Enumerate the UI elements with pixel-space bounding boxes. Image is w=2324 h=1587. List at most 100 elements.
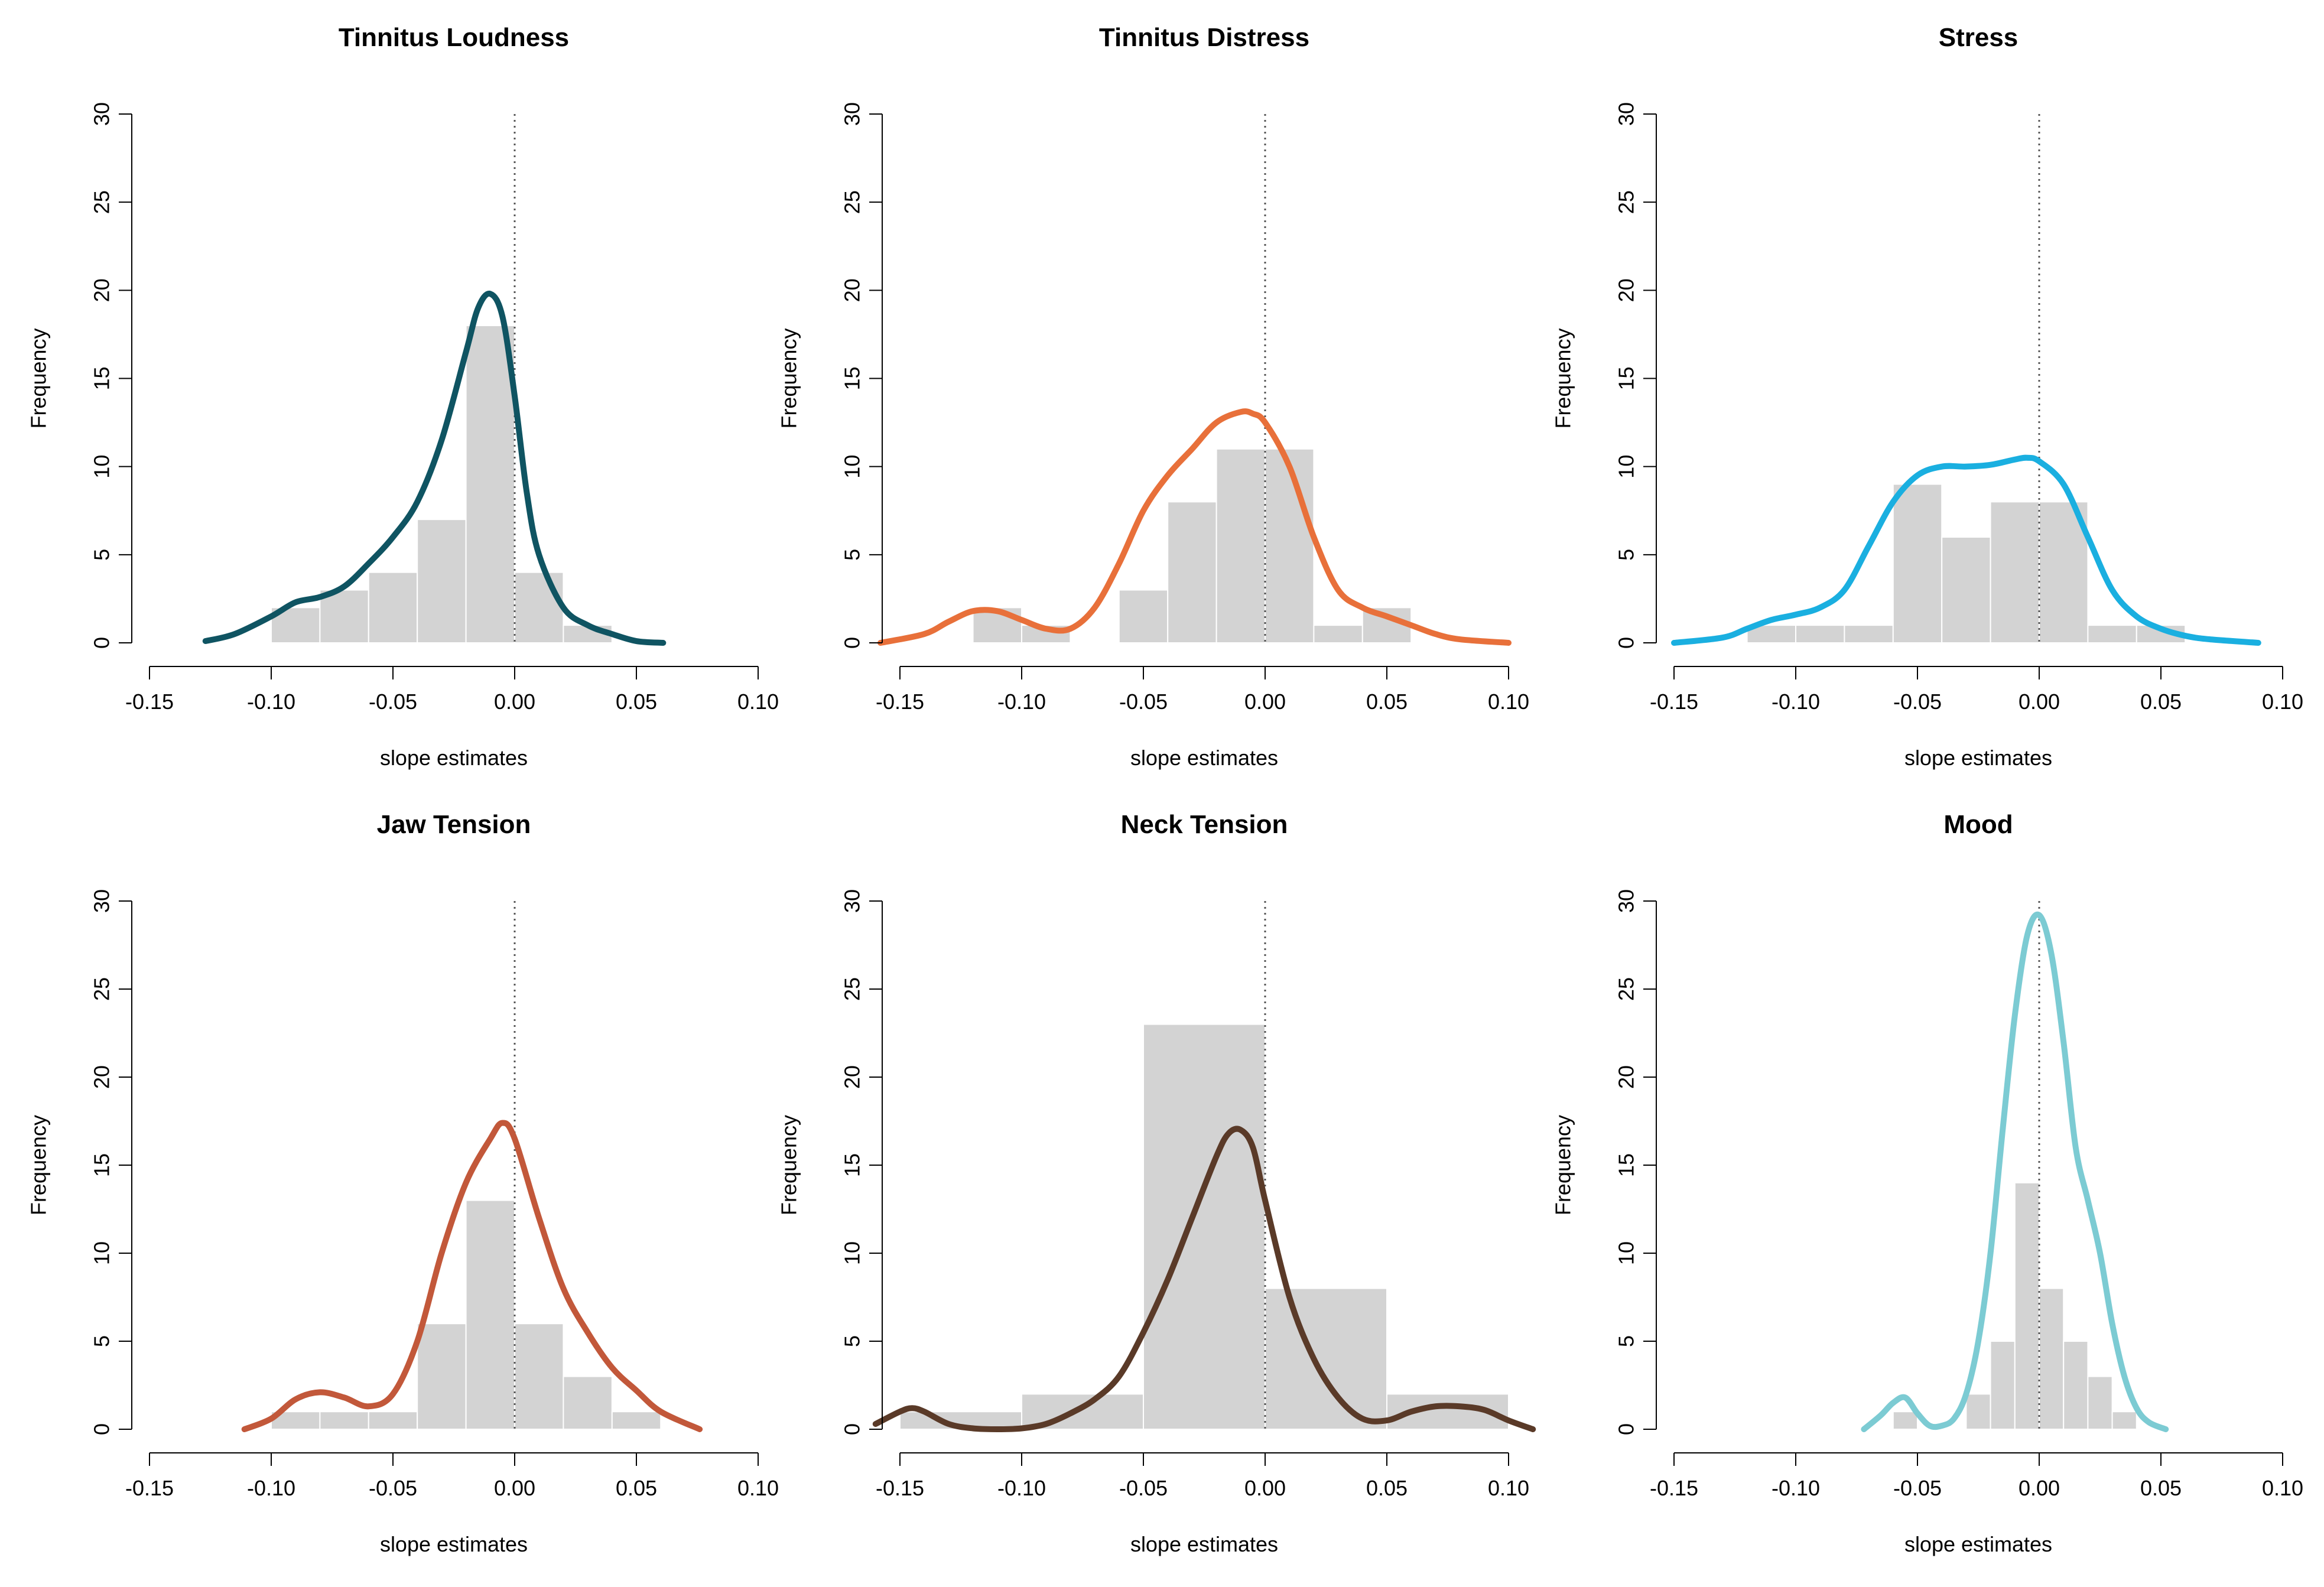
x-axis-label: slope estimates <box>380 1532 528 1556</box>
x-tick-label: 0.05 <box>616 1476 657 1500</box>
y-tick-label: 10 <box>1614 1241 1639 1265</box>
x-tick-label: 0.10 <box>2262 1476 2303 1500</box>
histogram-bar <box>2014 1182 2040 1430</box>
y-tick-label: 5 <box>90 1335 114 1347</box>
y-tick-label: 5 <box>840 549 864 561</box>
y-tick-label: 5 <box>1614 1335 1639 1347</box>
x-tick-label: 0.00 <box>494 1476 535 1500</box>
panel-title: Tinnitus Loudness <box>339 23 569 52</box>
y-tick-label: 30 <box>1614 889 1639 913</box>
x-tick-label: -0.05 <box>1119 690 1168 714</box>
histogram-bar <box>611 1411 662 1430</box>
histogram-bar <box>2087 625 2137 643</box>
y-tick-label: 0 <box>1614 637 1639 649</box>
histogram-bar <box>1265 1287 1387 1430</box>
y-tick-label: 20 <box>90 1065 114 1089</box>
panel-3: Jaw Tension -0.15 -0.10 -0.05 0.00 0.05 0.10 sl… <box>27 810 779 1556</box>
histogram-bar <box>1965 1393 1991 1430</box>
y-tick-label: 30 <box>1614 102 1639 126</box>
y-tick-label: 15 <box>90 366 114 390</box>
y-tick-label: 15 <box>840 1153 864 1177</box>
density-curve <box>872 1126 1536 1432</box>
histogram-bar <box>368 571 418 644</box>
histogram-bar <box>1265 448 1315 643</box>
panel-5: Mood -0.15 -0.10 -0.05 0.00 0.05 0.10 slope est… <box>1551 810 2304 1556</box>
y-tick-label: 15 <box>90 1153 114 1177</box>
y-axis-label: Frequency <box>1551 328 1575 428</box>
y-tick-label: 20 <box>840 278 864 302</box>
y-tick-label: 10 <box>90 455 114 479</box>
y-tick-label: 20 <box>1614 278 1639 302</box>
y-tick-label: 20 <box>1614 1065 1639 1089</box>
x-tick-label: 0.05 <box>2140 1476 2182 1500</box>
y-tick-label: 0 <box>90 637 114 649</box>
x-axis-label: slope estimates <box>1130 1532 1278 1556</box>
x-tick-label: -0.15 <box>1650 690 1698 714</box>
x-tick-label: 0.05 <box>1366 1476 1408 1500</box>
y-tick-label: 10 <box>840 455 864 479</box>
x-tick-label: -0.10 <box>1772 1476 1820 1500</box>
x-tick-label: 0.00 <box>2019 690 2060 714</box>
y-tick-label: 25 <box>1614 977 1639 1001</box>
panel-title: Jaw Tension <box>377 810 531 839</box>
histogram-bar <box>2087 1375 2113 1430</box>
x-tick-label: 0.10 <box>737 1476 779 1500</box>
y-tick-label: 10 <box>1614 455 1639 479</box>
y-tick-label: 5 <box>840 1335 864 1347</box>
x-tick-label: -0.15 <box>876 1476 924 1500</box>
panel-title: Tinnitus Distress <box>1099 23 1309 52</box>
y-tick-label: 15 <box>840 366 864 390</box>
histogram-bar <box>1118 589 1169 643</box>
y-tick-label: 10 <box>90 1241 114 1265</box>
y-axis-label: Frequency <box>27 328 51 428</box>
histogram-bar <box>465 325 515 643</box>
density-curve <box>241 1120 703 1432</box>
x-tick-label: 0.10 <box>1488 1476 1529 1500</box>
histogram-bar <box>514 1323 564 1430</box>
panel-title: Stress <box>1939 23 2019 52</box>
y-tick-label: 30 <box>90 102 114 126</box>
x-tick-label: 0.10 <box>1488 690 1529 714</box>
y-tick-label: 25 <box>840 190 864 214</box>
x-axis-label: slope estimates <box>1904 746 2052 770</box>
histogram-bar <box>319 589 369 643</box>
y-tick-label: 25 <box>90 977 114 1001</box>
histogram-bar <box>417 519 467 644</box>
y-tick-label: 0 <box>90 1423 114 1435</box>
x-tick-label: -0.15 <box>125 690 174 714</box>
panel-title: Mood <box>1943 810 2013 839</box>
x-tick-label: -0.05 <box>369 690 417 714</box>
histogram-bar <box>2063 1341 2089 1430</box>
y-tick-label: 0 <box>1614 1423 1639 1435</box>
y-axis-label: Frequency <box>777 1115 801 1215</box>
y-tick-label: 30 <box>90 889 114 913</box>
y-tick-label: 30 <box>840 102 864 126</box>
y-tick-label: 10 <box>840 1241 864 1265</box>
y-axis-label: Frequency <box>27 1115 51 1215</box>
histogram-bar <box>1143 1023 1266 1430</box>
histogram-bar <box>1313 625 1363 643</box>
y-tick-label: 15 <box>1614 1153 1639 1177</box>
histogram-bar <box>1892 1411 1919 1430</box>
y-axis-label: Frequency <box>1551 1115 1575 1215</box>
histogram-bar <box>2111 1411 2137 1430</box>
y-tick-label: 25 <box>840 977 864 1001</box>
y-tick-label: 15 <box>1614 366 1639 390</box>
y-tick-label: 5 <box>90 549 114 561</box>
x-tick-label: -0.10 <box>1772 690 1820 714</box>
panel-2: Stress -0.15 -0.10 -0.05 0.00 0.05 0.10 slope e… <box>1551 23 2304 770</box>
y-tick-label: 0 <box>840 1423 864 1435</box>
y-tick-label: 5 <box>1614 549 1639 561</box>
histogram-bar <box>1844 625 1894 643</box>
x-tick-label: 0.00 <box>2019 1476 2060 1500</box>
x-tick-label: -0.05 <box>1893 1476 1942 1500</box>
x-tick-label: 0.00 <box>1244 1476 1286 1500</box>
density-curve <box>1861 911 2169 1432</box>
x-tick-label: -0.15 <box>1650 1476 1698 1500</box>
y-tick-label: 25 <box>90 190 114 214</box>
density-curve <box>202 290 667 646</box>
histogram-bar <box>563 1375 613 1430</box>
histogram-bar <box>1941 536 1991 643</box>
